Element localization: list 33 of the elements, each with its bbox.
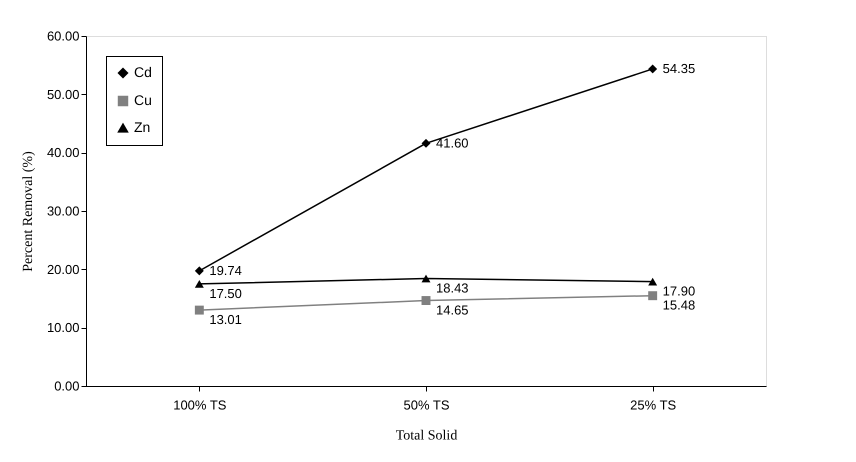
x-axis-title: Total Solid [396,428,458,444]
point [194,266,204,276]
y-tick-label: 30.00 [46,204,80,218]
y-tick-label: 0.00 [54,378,80,394]
x-tick-label: 100% TS [173,398,227,412]
legend-label: Cu [134,92,152,108]
data-label: 19.74 [209,262,242,278]
data-label: 17.50 [209,286,242,301]
point [648,291,658,300]
data-label: 18.43 [436,280,469,296]
y-tick-label: 60.00 [46,28,80,44]
y-tick-label: 20.00 [46,262,80,277]
data-label: 15.48 [662,298,696,313]
legend-label: Cd [134,64,152,80]
point [422,274,430,282]
point [194,306,204,315]
x-tick-label: 25% TS [630,398,676,412]
point [422,138,430,148]
data-label: 41.60 [436,135,469,150]
y-tick-label: 10.00 [46,320,80,336]
data-label: 17.90 [662,284,696,299]
y-axis-title: Percent Removal (%) [20,150,36,272]
point [648,64,658,74]
y-tick-label: 50.00 [46,86,80,102]
point [194,280,204,288]
legend-label: Zn [134,119,150,135]
data-label: 14.65 [436,302,469,318]
y-tick-label: 40.00 [46,145,80,160]
data-label: 13.01 [209,312,242,328]
point [422,296,430,306]
data-label: 54.35 [662,60,696,76]
x-tick-label: 50% TS [403,398,450,412]
point [648,278,658,286]
